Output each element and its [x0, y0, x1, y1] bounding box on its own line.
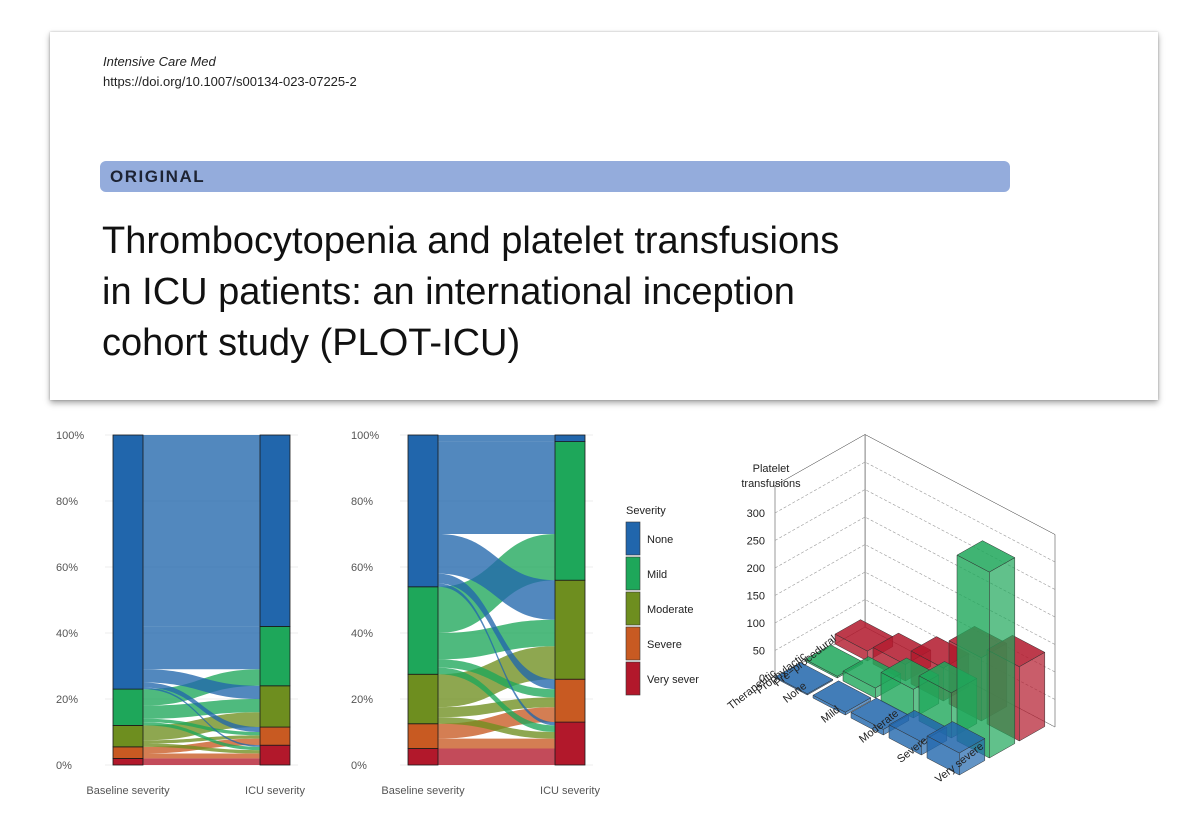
- stack-segment: [112, 746, 144, 759]
- gridline: [774, 461, 1056, 563]
- stack-segment: [259, 626, 291, 687]
- stack-segment: [112, 434, 144, 690]
- stack-segment: [407, 586, 439, 675]
- stack-segment: [112, 688, 144, 726]
- alluvial-flow: [438, 583, 555, 726]
- y-tick-label: 40%: [351, 628, 373, 640]
- stack-segment: [259, 685, 291, 728]
- alluvial-flow: [438, 441, 555, 534]
- bar-side: [807, 679, 834, 696]
- x-axis-label-icu: ICU severity: [245, 785, 305, 797]
- y-tick-label: 60%: [351, 562, 373, 574]
- y-tick-label: 20%: [351, 694, 373, 706]
- y-tick-label: 60%: [56, 562, 78, 574]
- legend-swatch: [625, 556, 641, 591]
- alluvial-flow: [438, 667, 555, 732]
- stack-segment: [112, 758, 144, 766]
- z-tick-label: 250: [747, 536, 765, 548]
- stack-segment: [407, 723, 439, 749]
- alluvial-flow: [143, 753, 260, 759]
- y-tick-label: 0%: [351, 760, 367, 772]
- alluvial-flow: [438, 748, 555, 765]
- y-tick-label: 80%: [351, 496, 373, 508]
- alluvial-flow: [143, 735, 260, 744]
- legend-swatch: [625, 626, 641, 661]
- title-line: Thrombocytopenia and platelet transfusio…: [102, 220, 840, 262]
- legend-label: Mild: [647, 569, 667, 581]
- alluvial-flow: [143, 687, 260, 747]
- alluvial-flow: [438, 573, 555, 690]
- y-tick-label: 80%: [56, 496, 78, 508]
- alluvial-flow: [438, 738, 555, 749]
- alluvial-flow: [438, 435, 555, 442]
- z-tick-label: 50: [753, 646, 765, 658]
- article-title: Thrombocytopenia and platelet transfusio…: [102, 216, 1082, 369]
- chart-title-line: transfusions: [741, 478, 801, 490]
- category-label: ORIGINAL: [110, 167, 206, 186]
- stack-segment: [259, 744, 291, 766]
- alluvial-flow: [143, 669, 260, 699]
- z-tick-label: 300: [747, 508, 765, 520]
- stack-segment: [112, 725, 144, 748]
- legend-swatch: [625, 591, 641, 626]
- bar-side: [1019, 651, 1046, 742]
- z-tick-label: 100: [747, 618, 765, 630]
- bar3d-chart: 050100150200250300PlatelettransfusionsNo…: [726, 434, 1056, 786]
- stack-segment: [554, 579, 586, 680]
- alluvial-flow: [143, 743, 260, 754]
- journal-name: Intensive Care Med: [103, 54, 216, 69]
- stack-segment: [407, 748, 439, 766]
- z-tick-label: 0: [759, 673, 765, 685]
- alluvial-flow: [438, 659, 555, 698]
- alluvial-flow: [438, 697, 555, 718]
- stack-segment: [554, 678, 586, 723]
- x-axis-label-icu: ICU severity: [540, 785, 600, 797]
- stack-segment: [407, 673, 439, 725]
- stack-segment: [554, 721, 586, 766]
- stack-segment: [554, 434, 586, 442]
- alluvial-flow: [143, 758, 260, 765]
- alluvial-flow: [438, 707, 555, 739]
- y-tick-label: 40%: [56, 628, 78, 640]
- y-tick-label: 100%: [56, 430, 84, 442]
- legend-swatch: [625, 661, 641, 696]
- alluvial-flow: [143, 722, 260, 751]
- alluvial-flow: [438, 534, 555, 620]
- stack-segment: [554, 441, 586, 581]
- legend-label: Severe: [647, 639, 682, 651]
- legend-label: None: [647, 534, 673, 546]
- legend-label: Very sever: [647, 674, 699, 686]
- y-tick-label: 20%: [56, 694, 78, 706]
- indication-axis-label: Therapeutic: [726, 667, 780, 713]
- title-line: cohort study (PLOT-ICU): [102, 322, 521, 364]
- article-header-card: [50, 32, 1158, 400]
- bar-side: [989, 557, 1016, 759]
- category-banner: ORIGINAL: [100, 161, 1010, 192]
- alluvial-flow: [143, 738, 260, 754]
- doi-link[interactable]: https://doi.org/10.1007/s00134-023-07225…: [103, 74, 357, 89]
- legend-swatch: [625, 521, 641, 556]
- title-line: in ICU patients: an international incept…: [102, 271, 795, 313]
- legend-title: Severity: [626, 505, 666, 517]
- chart-title-line: Platelet: [753, 463, 790, 475]
- alluvial-flow: [438, 619, 555, 660]
- stack-segment: [259, 434, 291, 627]
- x-axis-label-baseline: Baseline severity: [86, 785, 170, 797]
- alluvial-flow: [143, 435, 260, 627]
- legend-label: Moderate: [647, 604, 693, 616]
- y-tick-label: 0%: [56, 760, 72, 772]
- alluvial-flow: [143, 718, 260, 736]
- bar-side: [959, 738, 986, 776]
- z-tick-label: 150: [747, 591, 765, 603]
- y-tick-label: 100%: [351, 430, 379, 442]
- alluvial-flow: [143, 626, 260, 670]
- alluvial-flow: [143, 682, 260, 732]
- z-tick-label: 200: [747, 563, 765, 575]
- alluvial-flow: [438, 717, 555, 739]
- stack-segment: [407, 434, 439, 588]
- x-axis-label-baseline: Baseline severity: [381, 785, 465, 797]
- stack-segment: [259, 726, 291, 746]
- bar-side: [845, 697, 872, 716]
